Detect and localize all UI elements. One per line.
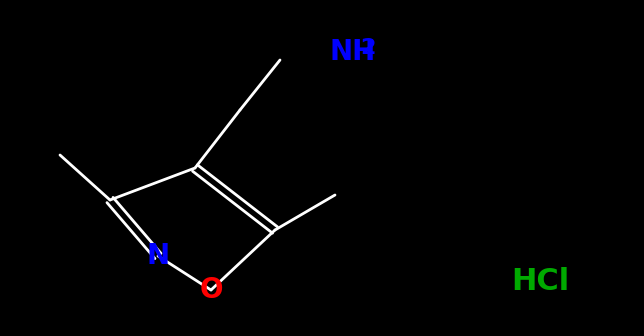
Text: N: N: [146, 242, 169, 270]
Text: NH: NH: [330, 38, 376, 66]
Text: O: O: [199, 276, 223, 304]
Text: HCl: HCl: [511, 267, 569, 296]
Text: 2: 2: [360, 38, 375, 58]
